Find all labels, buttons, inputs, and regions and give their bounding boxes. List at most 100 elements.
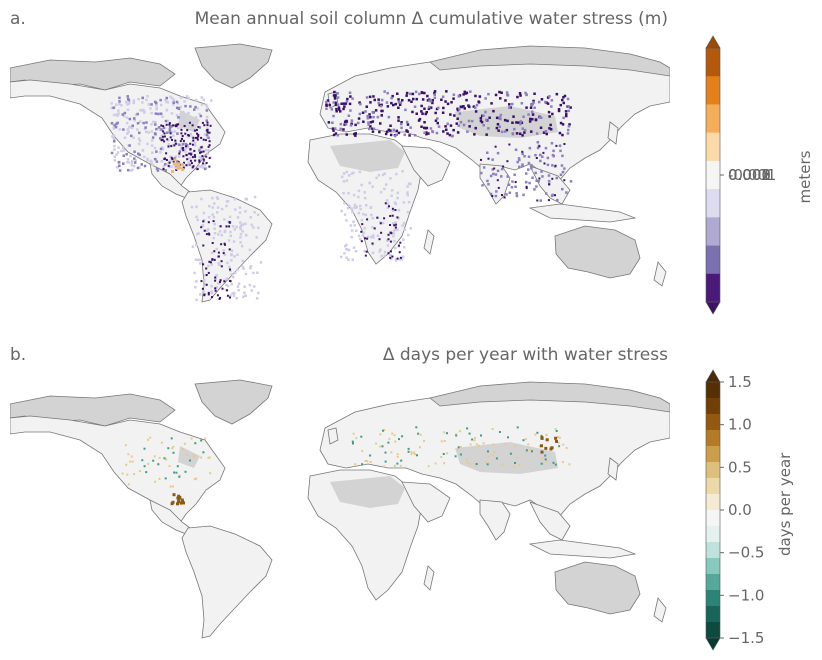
- map-cell: [143, 127, 147, 131]
- map-cell: [516, 95, 519, 99]
- map-cell: [357, 189, 361, 193]
- map-cell: [569, 106, 572, 109]
- map-cell: [383, 250, 387, 254]
- map-cell: [558, 445, 561, 448]
- map-cell: [205, 155, 208, 158]
- map-cell: [398, 251, 401, 254]
- map-cell: [357, 117, 361, 120]
- map-cell: [202, 218, 206, 222]
- map-cell: [199, 262, 202, 265]
- map-cell: [143, 164, 147, 168]
- map-cell: [149, 159, 152, 163]
- map-cell: [204, 139, 207, 142]
- map-cell: [530, 164, 533, 167]
- map-cell: [352, 220, 355, 223]
- map-cell: [127, 102, 131, 105]
- map-cell: [542, 131, 546, 134]
- map-cell: [150, 103, 153, 106]
- map-cell: [409, 182, 412, 186]
- map-cell: [396, 257, 399, 260]
- map-cell: [190, 153, 193, 156]
- map-cell: [346, 248, 350, 251]
- map-cell: [385, 199, 389, 202]
- map-cell: [502, 165, 505, 168]
- map-cell: [201, 121, 204, 124]
- map-cell: [138, 139, 142, 142]
- map-cell: [480, 120, 484, 124]
- map-cell: [171, 97, 174, 100]
- map-cell: [474, 106, 477, 110]
- map-cell: [342, 107, 345, 111]
- map-cell: [410, 451, 413, 454]
- map-cell: [209, 261, 212, 264]
- map-cell: [479, 119, 483, 123]
- map-cell: [208, 204, 211, 208]
- map-cell: [117, 109, 120, 112]
- map-cell: [401, 99, 404, 102]
- map-cell: [540, 170, 543, 173]
- map-cell: [364, 213, 368, 217]
- map-cell: [175, 169, 178, 171]
- map-cell: [202, 290, 205, 293]
- map-cell: [561, 154, 564, 158]
- map-cell: [327, 121, 331, 124]
- map-cell: [127, 161, 130, 164]
- map-cell: [216, 294, 219, 297]
- map-cell: [177, 107, 181, 111]
- map-cell: [563, 94, 567, 98]
- map-cell: [387, 441, 390, 444]
- map-cell: [134, 159, 137, 162]
- map-cell: [138, 166, 141, 169]
- map-cell: [214, 289, 217, 292]
- map-cell: [562, 443, 565, 446]
- map-cell: [223, 218, 226, 221]
- map-cell: [564, 110, 568, 113]
- map-cell: [173, 158, 177, 162]
- map-cell: [350, 235, 353, 239]
- map-cell: [421, 112, 424, 115]
- map-cell: [344, 123, 348, 126]
- map-cell: [241, 230, 244, 233]
- map-cell: [199, 165, 203, 169]
- map-cell: [207, 232, 210, 235]
- map-cell: [180, 145, 183, 148]
- map-cell: [170, 145, 173, 148]
- map-cell: [459, 445, 462, 448]
- map-cell: [188, 134, 191, 137]
- map-cell: [383, 187, 386, 191]
- map-cell: [137, 97, 140, 101]
- map-cell: [112, 113, 116, 117]
- map-cell: [153, 132, 157, 135]
- map-cell: [340, 209, 343, 213]
- map-cell: [531, 110, 534, 113]
- map-cell: [533, 92, 536, 95]
- map-cell: [513, 127, 516, 131]
- map-cell: [485, 133, 488, 136]
- map-cell: [353, 203, 357, 207]
- map-cell: [387, 115, 391, 119]
- map-cell: [196, 168, 199, 171]
- map-cell: [536, 146, 540, 150]
- map-cell: [354, 229, 358, 232]
- map-cell: [540, 436, 544, 440]
- map-cell: [386, 206, 390, 209]
- map-cell: [391, 432, 394, 435]
- map-cell: [342, 180, 346, 183]
- map-cell: [556, 436, 559, 438]
- map-cell: [474, 110, 478, 113]
- map-cell: [136, 166, 140, 170]
- map-cell: [155, 127, 158, 131]
- map-cell: [205, 109, 209, 112]
- map-cell: [126, 95, 129, 98]
- map-cell: [501, 463, 504, 466]
- map-cell: [450, 134, 454, 138]
- map-cell: [137, 142, 141, 146]
- map-cell: [174, 140, 177, 143]
- map-cell: [376, 234, 380, 237]
- map-cell: [511, 180, 514, 183]
- map-cell: [202, 150, 205, 153]
- map-cell: [332, 94, 336, 97]
- map-cell: [127, 168, 130, 172]
- map-cell: [411, 110, 414, 114]
- map-cell: [456, 117, 459, 120]
